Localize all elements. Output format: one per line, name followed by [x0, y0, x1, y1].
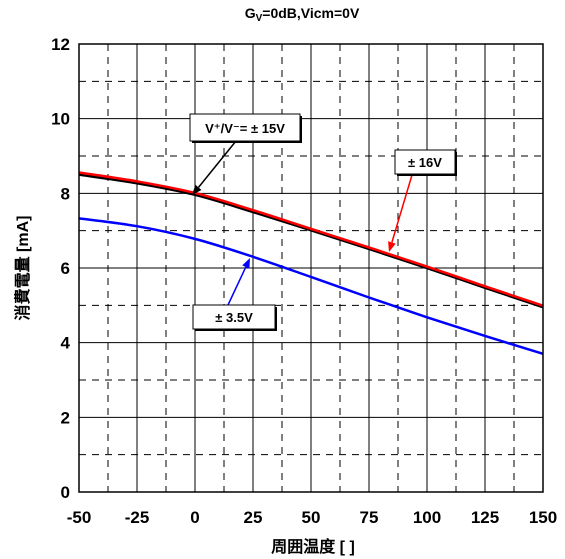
- y-tick-label: 6: [61, 259, 70, 278]
- x-tick-label: 0: [190, 508, 199, 527]
- x-tick-label: 75: [360, 508, 379, 527]
- x-axis-label: 周囲温度 [ ]: [271, 537, 355, 556]
- x-axis-ticks: -50 -25 0 25 50 75 100 125 150: [67, 508, 557, 527]
- annotation-arrow-head: [388, 241, 396, 252]
- chart-title-main: G: [245, 5, 256, 21]
- x-tick-label: 100: [413, 508, 441, 527]
- annotation-arrow-head: [192, 184, 202, 195]
- major-grid: [79, 44, 543, 492]
- annotation-box: [189, 113, 301, 142]
- x-tick-label: 50: [302, 508, 321, 527]
- y-tick-label: 2: [61, 408, 70, 427]
- annotation-arrow-line: [391, 174, 413, 243]
- y-axis-label: 消費電量 [mA]: [13, 216, 32, 321]
- chart-title: GV=0dB,Vicm=0V: [245, 5, 360, 24]
- annotation-label: ± 3.5V: [215, 310, 253, 325]
- annotation-arrow-head: [242, 258, 250, 269]
- y-axis-ticks: 0 2 4 6 8 10 12: [51, 35, 70, 502]
- plot-frame: [78, 43, 544, 493]
- y-tick-label: 10: [51, 110, 70, 129]
- y-tick-label: 4: [61, 334, 71, 353]
- annotation-label: ± 16V: [408, 155, 442, 170]
- series-layer: [79, 171, 543, 356]
- annotation-arrow-line: [227, 266, 247, 306]
- x-tick-label: 125: [471, 508, 499, 527]
- annotation-arrow-line: [197, 140, 237, 188]
- annotation-3-5v: ± 3.5V: [192, 258, 277, 331]
- x-tick-label: -25: [125, 508, 150, 527]
- annotation-box: [394, 149, 456, 175]
- series-line: [79, 173, 543, 309]
- x-tick-label: -50: [67, 508, 92, 527]
- y-tick-label: 12: [51, 35, 70, 54]
- y-tick-label: 0: [61, 483, 70, 502]
- series-line: [79, 171, 543, 307]
- annotation-15v: V⁺/V⁻= ± 15V: [189, 113, 302, 195]
- y-tick-label: 8: [61, 184, 70, 203]
- chart-title-subscript: V: [256, 13, 263, 24]
- chart-title-rest: =0dB,Vicm=0V: [262, 5, 360, 21]
- x-tick-label: 25: [244, 508, 263, 527]
- series-line: [79, 217, 543, 356]
- annotation-16v: ± 16V: [388, 149, 457, 252]
- x-tick-label: 150: [529, 508, 557, 527]
- annotation-box: [192, 304, 276, 330]
- annotation-label: V⁺/V⁻= ± 15V: [205, 121, 285, 136]
